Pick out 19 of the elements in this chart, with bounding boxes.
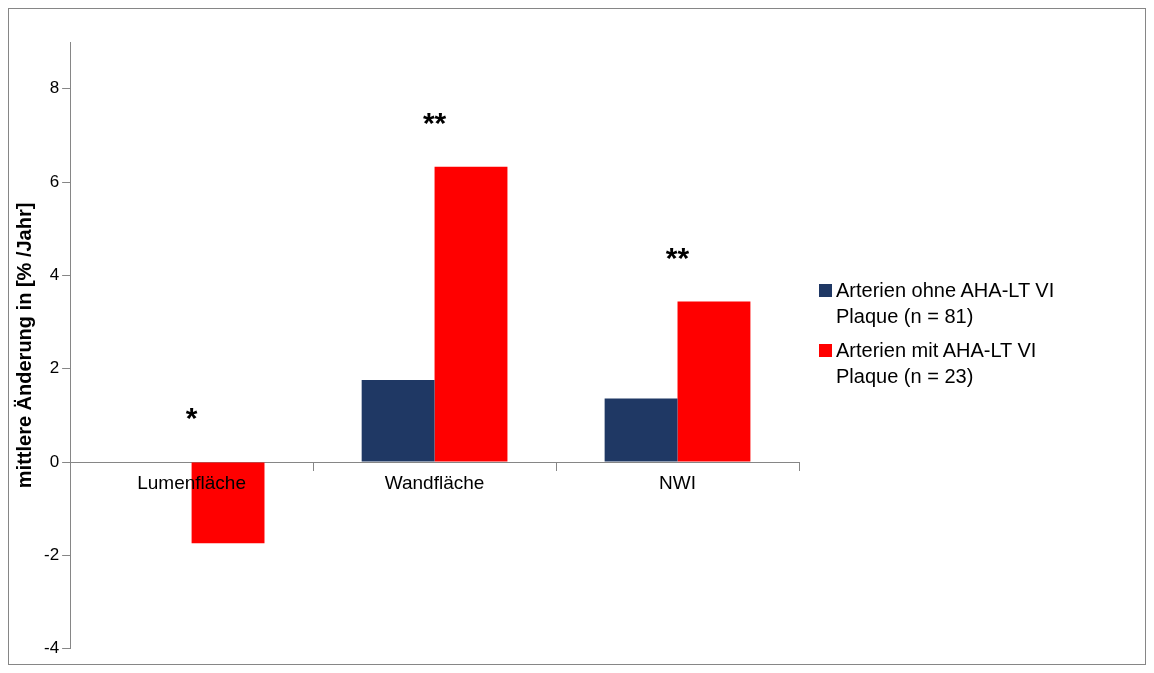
y-tick-label: 8 bbox=[49, 77, 60, 97]
legend-label: Arterien ohne AHA-LT VI Plaque (n = 81) bbox=[836, 277, 1056, 329]
bar bbox=[677, 301, 751, 462]
y-tick-label: 4 bbox=[49, 264, 60, 284]
y-tick-label: -4 bbox=[43, 637, 60, 657]
annotation: ** bbox=[422, 105, 447, 139]
bar bbox=[604, 398, 678, 462]
legend-label: Arterien mit AHA-LT VI Plaque (n = 23) bbox=[836, 337, 1038, 389]
y-tick-label: -2 bbox=[43, 544, 60, 564]
x-tick-label: NWI bbox=[659, 471, 696, 493]
y-tick-label: 2 bbox=[49, 357, 60, 377]
annotation: ** bbox=[665, 240, 690, 274]
bar bbox=[434, 166, 508, 462]
y-axis-title: mittlere Änderung in [% /Jahr] bbox=[12, 202, 35, 488]
annotation: * bbox=[185, 400, 198, 434]
y-tick-label: 6 bbox=[49, 171, 60, 191]
bar bbox=[361, 379, 435, 462]
x-tick-label: Wandfläche bbox=[384, 471, 485, 493]
y-tick-label: 0 bbox=[49, 451, 60, 471]
